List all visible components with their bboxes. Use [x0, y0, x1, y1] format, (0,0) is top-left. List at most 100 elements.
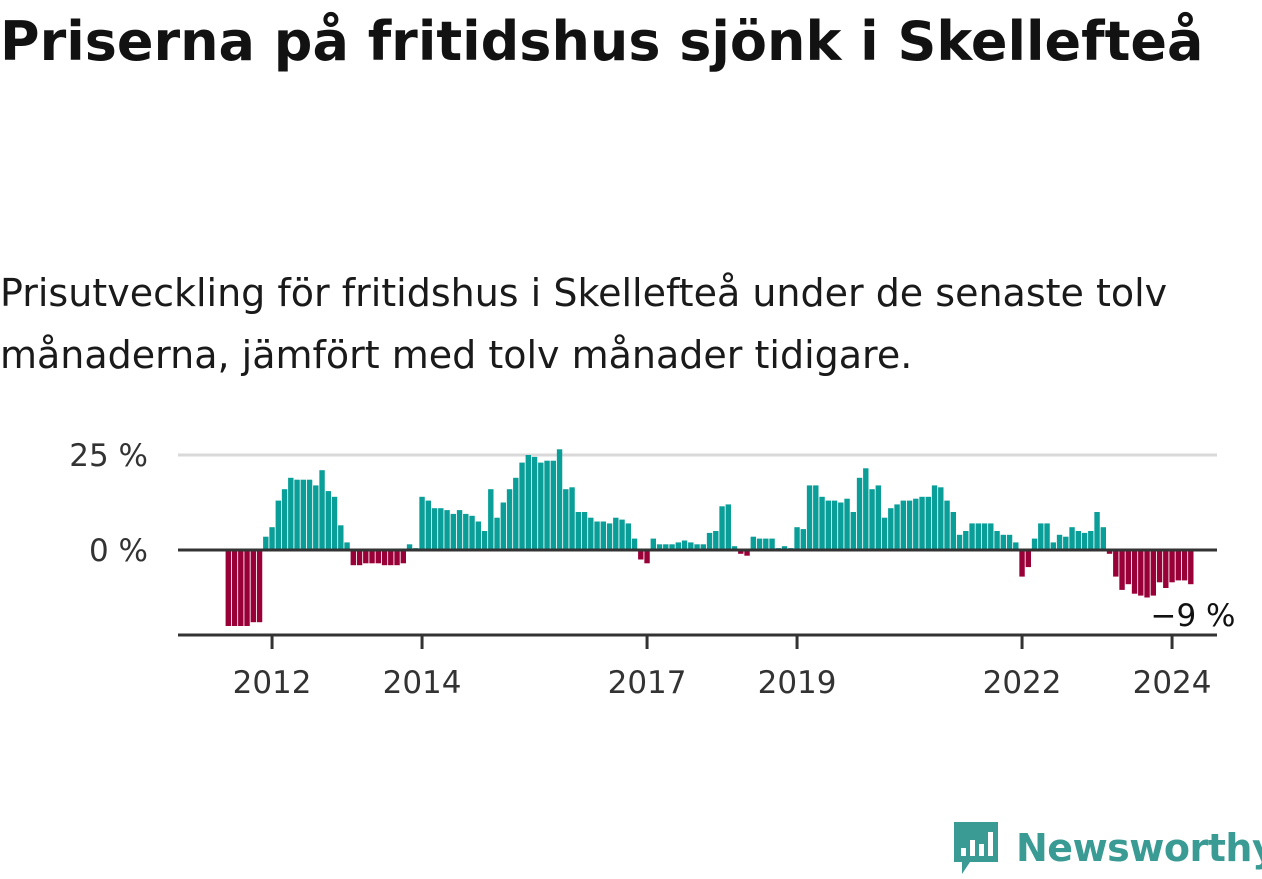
bar	[638, 550, 644, 560]
bar	[344, 542, 350, 550]
bar	[275, 500, 281, 550]
bar	[256, 550, 263, 623]
bar	[544, 460, 550, 550]
bar	[894, 504, 900, 550]
bar	[525, 455, 531, 550]
bar	[675, 542, 681, 550]
bar	[225, 550, 231, 626]
bar	[231, 550, 238, 626]
bar	[625, 523, 631, 550]
last-value-label: −9 %	[1150, 598, 1235, 634]
bar	[781, 546, 788, 550]
bar	[550, 460, 556, 550]
bar	[556, 449, 563, 550]
bar	[969, 523, 975, 550]
bar	[313, 485, 319, 550]
bar	[1131, 550, 1138, 594]
bar	[1113, 550, 1119, 577]
x-tick-label: 2017	[608, 665, 687, 701]
bar	[869, 489, 875, 550]
bar	[425, 500, 431, 550]
bar	[938, 487, 944, 550]
chart-title: Priserna på fritidshus sjönk i Skellefte…	[0, 10, 1204, 73]
bar	[331, 496, 338, 550]
bar	[656, 544, 663, 550]
bar	[825, 500, 831, 550]
bar	[844, 498, 850, 550]
bar	[375, 550, 381, 564]
bar	[1006, 534, 1013, 550]
bar	[381, 550, 388, 566]
bar	[538, 462, 544, 550]
bar	[1019, 550, 1025, 577]
bar	[338, 525, 344, 550]
bar	[569, 487, 575, 550]
bar	[281, 489, 288, 550]
bars	[225, 449, 1194, 626]
bar	[519, 462, 525, 550]
bar	[1163, 550, 1169, 588]
bar	[1169, 550, 1175, 583]
bar	[575, 512, 581, 550]
bar	[1100, 527, 1106, 550]
y-tick-label: 25 %	[69, 438, 148, 474]
x-tick-label: 2019	[758, 665, 837, 701]
bar	[819, 496, 825, 550]
bar	[663, 544, 669, 550]
bar	[444, 510, 450, 550]
bar	[750, 536, 756, 550]
bar	[531, 456, 538, 550]
bar	[1050, 542, 1056, 550]
bar	[1025, 550, 1031, 568]
bar	[475, 521, 481, 550]
bar	[613, 517, 619, 550]
x-tick-label: 2014	[383, 665, 462, 701]
bar	[431, 508, 438, 550]
x-tick-label: 2012	[233, 665, 312, 701]
x-tick-label: 2022	[983, 665, 1062, 701]
bar	[681, 540, 688, 550]
bar	[513, 477, 519, 550]
bar	[356, 550, 363, 566]
bar	[419, 496, 425, 550]
bar	[919, 496, 925, 550]
bar	[1181, 550, 1188, 581]
bar	[1119, 550, 1125, 590]
bar	[719, 506, 725, 550]
bar	[988, 523, 994, 550]
bar	[456, 510, 463, 550]
chart-subtitle: Prisutveckling för fritidshus i Skelleft…	[0, 271, 1168, 377]
bar	[806, 485, 813, 550]
brand-name: Newsworthy	[1016, 826, 1262, 870]
bar	[400, 550, 406, 564]
bar	[1013, 542, 1019, 550]
bar	[975, 523, 981, 550]
bar	[581, 512, 588, 550]
bar	[319, 470, 325, 550]
bar	[744, 550, 750, 556]
bar	[688, 542, 694, 550]
bar	[506, 489, 513, 550]
bar	[963, 531, 969, 550]
bar	[619, 519, 625, 550]
bar	[1156, 550, 1163, 583]
bar	[700, 544, 706, 550]
bar	[563, 489, 569, 550]
bar	[956, 534, 963, 550]
y-axis-labels: 0 % 25 %	[69, 438, 148, 569]
bar	[300, 479, 306, 550]
bar	[469, 515, 475, 550]
x-tick-label: 2024	[1133, 665, 1212, 701]
newsworthy-logo-icon	[954, 822, 998, 874]
bar	[856, 477, 863, 550]
bar	[288, 477, 294, 550]
bar	[463, 513, 469, 550]
bar	[481, 531, 488, 550]
bar	[1144, 550, 1150, 598]
bar	[363, 550, 369, 564]
bar	[738, 550, 744, 554]
bar	[369, 550, 375, 564]
bar	[769, 538, 775, 550]
bar	[875, 485, 881, 550]
bar	[1075, 531, 1081, 550]
